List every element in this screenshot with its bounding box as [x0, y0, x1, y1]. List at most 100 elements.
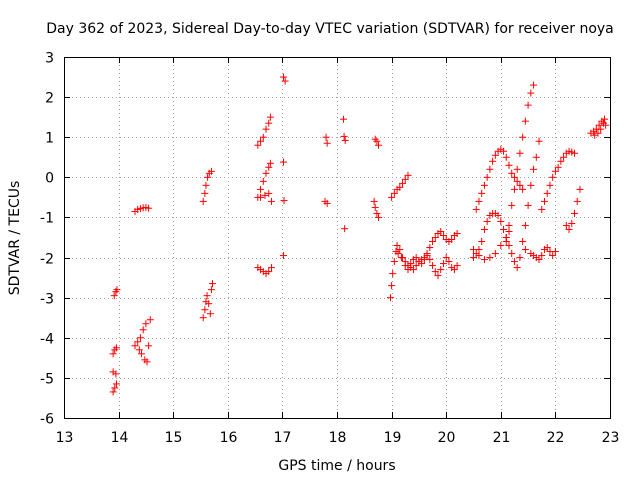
data-point [540, 197, 548, 205]
data-point [497, 217, 505, 225]
data-point [551, 248, 559, 256]
data-point [480, 256, 488, 264]
data-point [453, 229, 461, 237]
data-point [568, 219, 576, 227]
data-point [257, 193, 265, 201]
x-tick-label: 23 [602, 430, 620, 446]
data-point [546, 181, 554, 189]
data-point [519, 238, 527, 246]
y-tick-label: -1 [40, 211, 54, 227]
data-point [538, 252, 546, 260]
data-point [389, 270, 397, 278]
x-tick-label: 18 [329, 430, 347, 446]
data-point [371, 203, 379, 211]
data-point [508, 250, 516, 258]
data-point [139, 326, 147, 334]
data-point [601, 115, 609, 123]
data-point [513, 165, 521, 173]
data-point [500, 147, 508, 155]
data-point [543, 244, 551, 252]
data-point [138, 350, 146, 358]
data-point [439, 260, 447, 268]
data-point [201, 189, 209, 197]
data-point [143, 358, 151, 366]
data-point [543, 189, 551, 197]
data-point [475, 197, 483, 205]
data-point [510, 258, 518, 266]
x-axis-label: GPS time / hours [278, 458, 395, 474]
data-point [418, 260, 426, 268]
data-point [521, 246, 529, 254]
data-point [480, 181, 488, 189]
y-tick-label: 3 [45, 51, 54, 67]
data-point [340, 115, 348, 123]
data-point [483, 173, 491, 181]
data-point [437, 227, 445, 235]
data-point [341, 136, 349, 144]
data-point [486, 165, 494, 173]
data-point [207, 286, 215, 294]
x-tick-label: 16 [220, 430, 238, 446]
data-point [259, 177, 267, 185]
data-point [254, 141, 262, 149]
data-point [571, 149, 579, 157]
data-point [508, 169, 516, 177]
data-point [442, 254, 450, 262]
y-tick-label: -3 [40, 292, 54, 308]
data-point [532, 153, 540, 161]
data-point [146, 316, 154, 324]
data-point [113, 286, 121, 294]
data-point [373, 209, 381, 217]
data-point [535, 256, 543, 264]
data-point [266, 113, 274, 121]
data-point [394, 250, 402, 258]
data-point [502, 238, 510, 246]
data-point [202, 181, 210, 189]
data-point [573, 197, 581, 205]
data-point [404, 171, 412, 179]
data-point [448, 236, 456, 244]
data-point [110, 292, 118, 300]
data-point [429, 238, 437, 246]
data-point [576, 185, 584, 193]
data-point [431, 268, 439, 276]
data-point [516, 181, 524, 189]
data-point [431, 234, 439, 241]
data-point [322, 133, 330, 141]
data-point [500, 225, 508, 233]
y-tick-label: -5 [40, 372, 54, 388]
data-point [497, 242, 505, 250]
chart-title: Day 362 of 2023, Sidereal Day-to-day VTE… [46, 21, 614, 37]
data-point [109, 388, 117, 396]
data-point [565, 225, 573, 233]
data-points [109, 73, 610, 396]
y-tick-label: -6 [40, 412, 54, 428]
data-point [535, 137, 543, 145]
data-point [505, 227, 513, 235]
data-point [597, 125, 605, 133]
data-point [475, 252, 483, 260]
data-point [510, 173, 518, 181]
data-point [265, 268, 273, 276]
data-point [527, 89, 535, 97]
data-point [445, 258, 453, 266]
data-point [549, 173, 557, 181]
y-tick-label: -4 [40, 332, 54, 348]
data-point [538, 205, 546, 213]
data-point [527, 181, 535, 189]
data-point [281, 77, 289, 85]
data-point [396, 246, 404, 254]
data-point [401, 175, 409, 183]
data-point [478, 189, 486, 197]
x-tick-label: 22 [547, 430, 565, 446]
data-point [259, 133, 267, 141]
data-point [426, 244, 434, 252]
data-point [478, 238, 486, 246]
data-point [261, 191, 269, 199]
data-point [206, 310, 214, 318]
data-point [399, 179, 407, 187]
data-point [262, 169, 270, 177]
data-point [434, 272, 442, 280]
data-point [111, 384, 119, 392]
data-point [551, 167, 559, 175]
